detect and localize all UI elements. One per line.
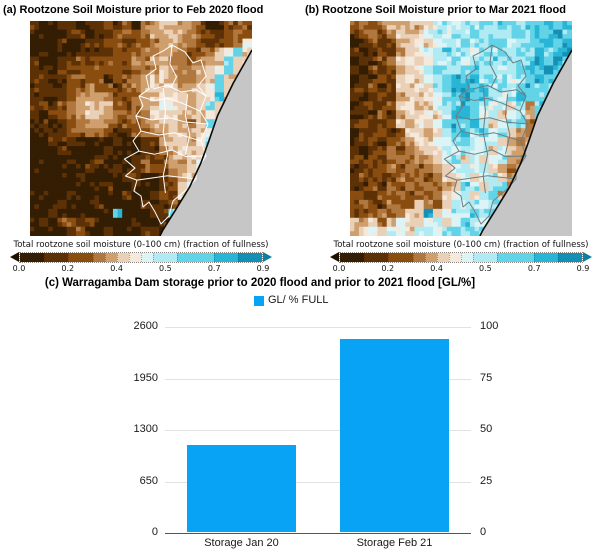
- colorbar-b: [339, 252, 583, 263]
- map-a-raster: [30, 21, 252, 236]
- colorbar-segment: [364, 253, 389, 262]
- right-axis-tick: 0: [480, 526, 487, 538]
- colorbar-tick-label: 0.2: [381, 264, 395, 273]
- colorbar-left-arrow: [330, 252, 339, 262]
- colorbar-segment: [92, 253, 105, 262]
- colorbar-segment: [177, 253, 214, 262]
- colorbar-segment: [533, 253, 558, 262]
- colorbar-segment: [557, 253, 582, 262]
- colorbar-right-arrow: [263, 252, 272, 262]
- right-axis-tick: 75: [480, 371, 493, 384]
- colorbar-segment: [460, 253, 474, 262]
- colorbar-tick-label: 0.9: [256, 264, 270, 273]
- colorbar-segment: [44, 253, 69, 262]
- colorbar-left-arrow: [10, 252, 19, 262]
- colorbar-right-arrow: [583, 252, 592, 262]
- colorbar-segment: [448, 253, 461, 262]
- legend-swatch: [254, 296, 264, 306]
- colorbar-segment: [388, 253, 413, 262]
- colorbar-segment: [128, 253, 141, 262]
- colorbar-segment: [140, 253, 154, 262]
- left-axis-tick: 650: [139, 474, 158, 487]
- category-label: Storage Feb 21: [356, 537, 433, 549]
- map-b-title: (b) Rootzone Soil Moisture prior to Mar …: [305, 4, 566, 16]
- colorbar-segment: [497, 253, 534, 262]
- colorbar-tick-label: 0.0: [12, 264, 26, 273]
- colorbar-segment: [473, 253, 498, 262]
- left-axis-tick: 1300: [133, 423, 158, 435]
- colorbar-segment: [436, 253, 449, 262]
- legend-label: GL/ % FULL: [268, 294, 329, 306]
- category-label: Storage Jan 20: [204, 537, 279, 549]
- map-a-title: (a) Rootzone Soil Moisture prior to Feb …: [3, 4, 264, 16]
- gridline: [165, 481, 471, 483]
- colorbar-segment: [104, 253, 117, 262]
- map-b-raster: [350, 21, 572, 236]
- left-axis-tick: 2600: [133, 320, 158, 332]
- colorbar-tick-label: 0.9: [576, 264, 590, 273]
- colorbar-tick-label: 0.5: [159, 264, 172, 273]
- colorbar-segment: [412, 253, 425, 262]
- right-axis-tick: 50: [480, 423, 493, 435]
- gridline: [165, 327, 471, 328]
- colorbar-tick-label: 0.4: [110, 264, 123, 273]
- gridline: [165, 378, 471, 380]
- colorbar-tick-label: 0.2: [61, 264, 75, 273]
- chart-title: (c) Warragamba Dam storage prior to 2020…: [44, 277, 476, 289]
- left-axis-tick: 1950: [133, 371, 158, 384]
- gridline: [165, 430, 471, 431]
- left-axis-tick: 0: [151, 526, 158, 538]
- colorbar-tick-label: 0.7: [207, 264, 221, 273]
- chart-plot-area: [165, 327, 471, 534]
- colorbar-segment: [116, 253, 129, 262]
- bar-storage-jan-20[interactable]: [187, 444, 296, 532]
- colorbar-b-label: Total rootzone soil moisture (0-100 cm) …: [333, 240, 589, 250]
- colorbar-a: [19, 252, 263, 263]
- colorbar-segment: [20, 253, 45, 262]
- colorbar-segment: [424, 253, 437, 262]
- colorbar-segment: [68, 253, 93, 262]
- colorbar-segment: [153, 253, 178, 262]
- dam-storage-chart: (c) Warragamba Dam storage prior to 2020…: [0, 277, 600, 553]
- colorbar-segment: [340, 253, 365, 262]
- colorbar-tick-label: 0.4: [430, 264, 443, 273]
- colorbar-tick-label: 0.0: [332, 264, 346, 273]
- right-axis-tick: 25: [480, 474, 493, 487]
- colorbar-a-label: Total rootzone soil moisture (0-100 cm) …: [13, 240, 269, 250]
- colorbar-segment: [237, 253, 262, 262]
- x-axis-baseline: [165, 533, 471, 534]
- colorbar-tick-label: 0.5: [479, 264, 492, 273]
- colorbar-tick-label: 0.7: [527, 264, 541, 273]
- right-axis-tick: 100: [480, 320, 499, 332]
- colorbar-segment: [213, 253, 238, 262]
- bar-storage-feb-21[interactable]: [340, 339, 449, 532]
